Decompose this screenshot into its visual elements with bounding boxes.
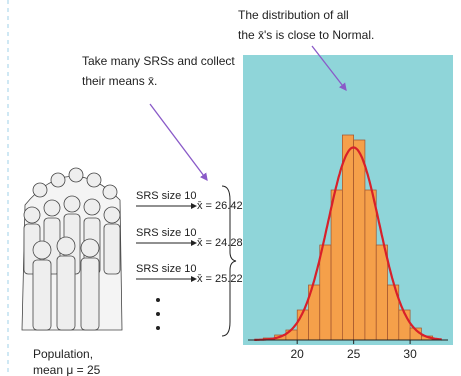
sample-1: SRS size 10 x̄ = 26.42 (136, 190, 243, 212)
crowd (22, 168, 122, 330)
sample-2: SRS size 10 x̄ = 24.28 (136, 227, 243, 249)
bar (354, 140, 365, 340)
x-tick-label: 20 (291, 347, 305, 361)
figure: 20 25 30 The distribution of all the x̄'s … (0, 0, 461, 376)
ellipsis (156, 298, 160, 330)
bar (365, 190, 376, 340)
page: 20 25 30 The distribution of all the x̄'s … (0, 0, 461, 376)
bar (320, 245, 331, 340)
sample-3: SRS size 10 x̄ = 25.22 (136, 263, 243, 285)
sample-label: SRS size 10 (136, 227, 197, 239)
population-label: mean μ = 25 (33, 363, 101, 376)
normal-note: the x̄'s is close to Normal. (238, 28, 374, 42)
srs-note: Take many SRSs and collect (82, 54, 235, 68)
sample-label: SRS size 10 (136, 263, 197, 275)
x-tick-label: 25 (347, 347, 361, 361)
population-label: Population, (33, 347, 93, 361)
bar (342, 135, 353, 340)
x-tick-label: 30 (403, 347, 417, 361)
sample-mean: x̄ = 24.28 (197, 237, 243, 249)
bar (376, 245, 387, 340)
srs-note: their means x̄. (82, 74, 157, 88)
pointer (150, 104, 207, 180)
sample-label: SRS size 10 (136, 190, 197, 202)
sample-mean: x̄ = 26.42 (197, 200, 243, 212)
normal-note: The distribution of all (238, 8, 349, 22)
bar (331, 190, 342, 340)
sample-mean: x̄ = 25.22 (197, 273, 243, 285)
